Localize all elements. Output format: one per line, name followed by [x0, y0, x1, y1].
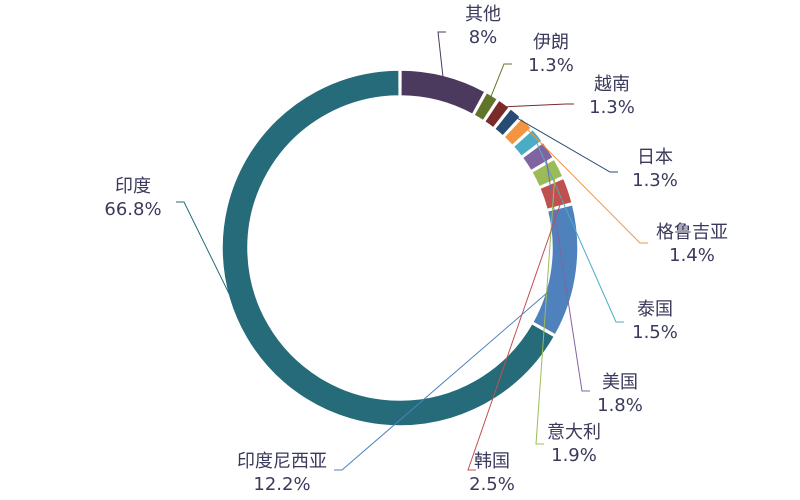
category-label: 泰国 — [637, 299, 673, 320]
category-label: 伊朗 — [533, 32, 569, 53]
value-label: 2.5% — [469, 474, 515, 495]
leader-line-越南 — [501, 103, 574, 108]
slice-意大利 — [530, 158, 564, 188]
value-label: 66.8% — [104, 199, 161, 220]
category-label: 格鲁吉亚 — [656, 222, 728, 243]
slice-其他 — [400, 69, 486, 116]
category-label: 印度 — [115, 176, 151, 197]
leader-line-意大利 — [535, 169, 556, 445]
leader-line-其他 — [437, 31, 446, 80]
data-labels: 其他8% 伊朗1.3%越南1.3%日本1.3%格鲁吉亚1.4%泰国1.5%美国1.… — [104, 4, 728, 495]
category-label: 意大利 — [547, 422, 601, 443]
leader-line-印度 — [176, 201, 251, 336]
slice-格鲁吉亚 — [502, 117, 533, 147]
value-label: 1.9% — [551, 445, 597, 466]
slice-印度 — [221, 69, 556, 427]
category-label: 美国 — [602, 372, 638, 393]
slice-日本 — [493, 107, 522, 138]
slice-印度尼西亚 — [531, 203, 579, 336]
category-label: 日本 — [637, 147, 673, 168]
value-label: 1.3% — [589, 97, 635, 118]
leader-line-韩国 — [467, 191, 566, 471]
leader-line-印度尼西亚 — [334, 270, 573, 471]
value-label: 1.5% — [632, 322, 678, 343]
leader-line-伊朗 — [489, 63, 512, 100]
slice-泰国 — [512, 128, 544, 158]
value-label: 8% — [469, 27, 498, 48]
value-label: 12.2% — [253, 474, 310, 495]
leader-lines — [176, 31, 648, 471]
slice-韩国 — [538, 177, 574, 211]
category-label: 越南 — [594, 74, 630, 95]
category-label: 其他 — [465, 4, 501, 25]
category-label: 印度尼西亚 — [237, 451, 327, 472]
value-label: 1.8% — [597, 395, 643, 416]
value-label: 1.3% — [632, 170, 678, 191]
value-label: 1.3% — [528, 55, 574, 76]
donut-slices — [221, 69, 579, 427]
slice-美国 — [521, 141, 555, 172]
leader-line-美国 — [544, 151, 590, 392]
leader-line-格鲁吉亚 — [523, 125, 648, 244]
slice-伊朗 — [472, 91, 499, 122]
category-label: 韩国 — [474, 451, 510, 472]
value-label: 1.4% — [669, 245, 715, 266]
leader-line-日本 — [512, 115, 618, 173]
